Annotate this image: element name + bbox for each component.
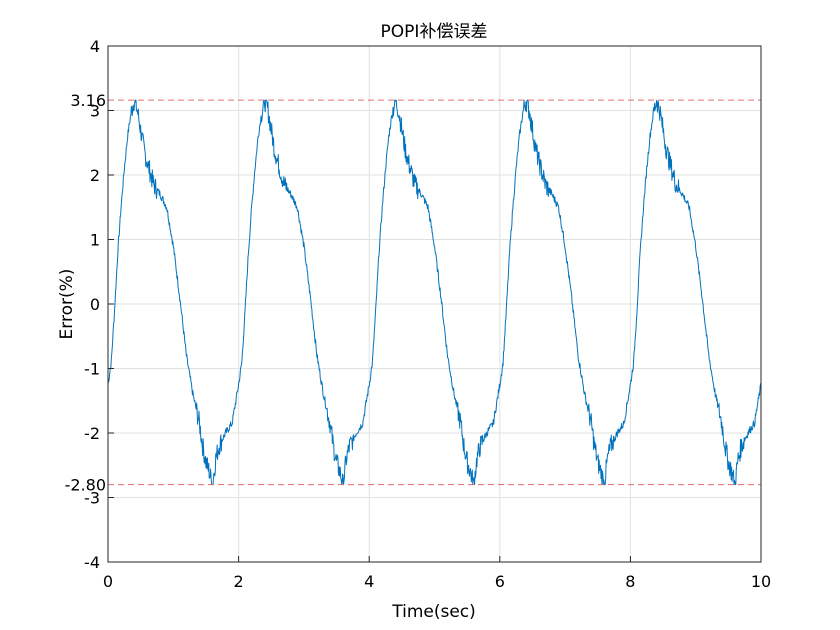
reference-label: 3.16 xyxy=(70,91,106,110)
series-layer xyxy=(107,99,762,486)
x-tick-label: 4 xyxy=(364,572,374,591)
y-axis-label: Error(%) xyxy=(57,269,77,340)
y-tick-label: -2 xyxy=(84,424,100,443)
y-tick-label: 3 xyxy=(90,102,100,121)
x-tick-label: 8 xyxy=(625,572,635,591)
y-tick-label: 2 xyxy=(90,166,100,185)
y-tick-label: -1 xyxy=(84,360,100,379)
y-tick-label: 1 xyxy=(90,231,100,250)
x-tick-label: 6 xyxy=(495,572,505,591)
y-tick-label: 4 xyxy=(90,37,100,56)
x-tick-label: 2 xyxy=(234,572,244,591)
chart-title: POPI补偿误差 xyxy=(381,22,488,42)
x-tick-label: 10 xyxy=(751,572,771,591)
x-axis-label: Time(sec) xyxy=(391,602,476,622)
x-tick-label: 0 xyxy=(103,572,113,591)
reference-label: -2.80 xyxy=(65,476,106,495)
y-tick-label: -4 xyxy=(84,553,100,572)
reference-lines: 3.16 -2.80 xyxy=(65,91,761,495)
y-tick-label: -3 xyxy=(84,489,100,508)
error-series-line xyxy=(107,99,762,486)
y-tick-label: 0 xyxy=(90,295,100,314)
